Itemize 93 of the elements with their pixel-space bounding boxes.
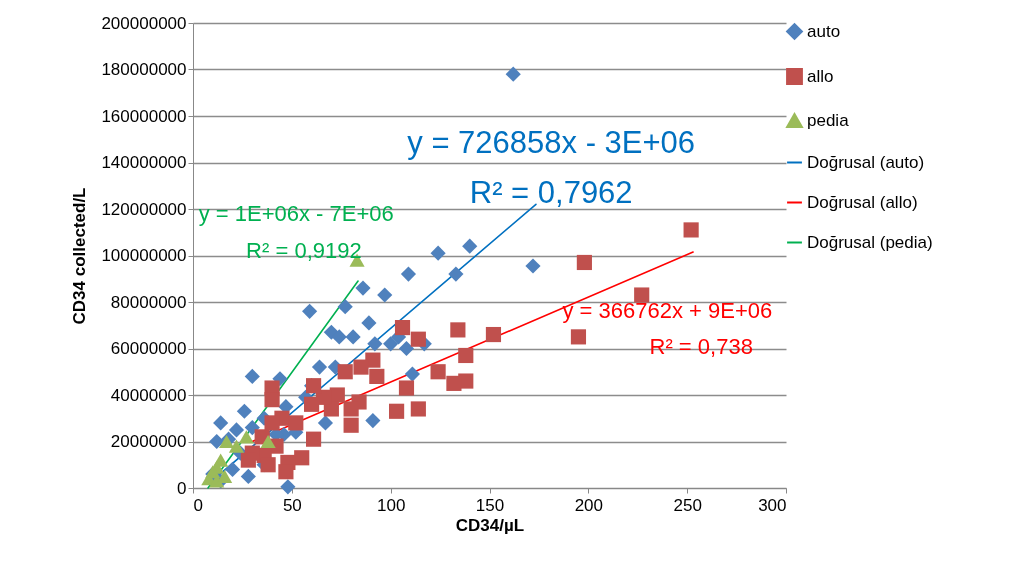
point (462, 238, 478, 254)
legend-label: allo (807, 66, 834, 86)
point (361, 315, 377, 331)
x-tick-label: 150 (475, 495, 505, 515)
point (355, 280, 371, 296)
legend-label: auto (807, 21, 841, 41)
point (365, 412, 381, 429)
point (634, 287, 650, 303)
y-tick-label: 20000000 (110, 432, 187, 451)
y-tick-label: 200000000 (101, 13, 187, 33)
point (209, 433, 225, 450)
annotation: R² = 0,7962 (469, 175, 633, 211)
point (244, 368, 260, 384)
point (430, 245, 446, 261)
point (450, 322, 466, 338)
point (398, 380, 415, 396)
legend-label: Doğrusal (allo) (807, 192, 918, 212)
point (238, 430, 254, 444)
point (525, 258, 541, 274)
y-axis-title: CD34 collected/L (70, 187, 90, 325)
legend-label: Doğrusal (pedia) (807, 232, 933, 252)
point (311, 359, 328, 375)
point (343, 401, 359, 417)
point (264, 392, 280, 408)
y-tick-label: 80000000 (110, 292, 187, 312)
point (228, 439, 245, 453)
legend-label: Doğrusal (auto) (807, 152, 925, 172)
legend-label: pedia (807, 110, 850, 130)
point (224, 461, 241, 477)
point (505, 66, 521, 82)
point (240, 468, 256, 484)
y-tick-label: 60000000 (110, 339, 187, 358)
y-tick-label: 180000000 (101, 60, 187, 79)
point (337, 364, 353, 380)
x-tick-label: 100 (376, 495, 406, 515)
point (353, 359, 369, 375)
point (240, 452, 256, 468)
point (400, 266, 417, 282)
point (389, 403, 405, 419)
point (280, 479, 296, 495)
annotation: R² = 0,738 (649, 334, 753, 360)
y-tick-label: 140000000 (101, 153, 187, 172)
point (485, 326, 502, 343)
point (217, 469, 233, 483)
point (430, 364, 446, 380)
point (369, 368, 385, 384)
point (367, 336, 383, 352)
point (244, 419, 260, 436)
point (446, 375, 462, 391)
point (304, 396, 320, 412)
point (236, 403, 252, 419)
x-tick-label: 0 (193, 495, 203, 515)
y-tick-label: 120000000 (101, 199, 187, 219)
point (288, 415, 304, 431)
point (458, 347, 474, 364)
point (576, 254, 592, 271)
x-tick-label: 50 (282, 495, 302, 515)
point (331, 329, 347, 345)
point (294, 450, 310, 466)
point (302, 303, 318, 319)
point (398, 340, 415, 357)
annotation: y = 726858x - 3E+06 (407, 124, 696, 160)
point (404, 366, 420, 382)
point (448, 266, 464, 282)
y-tick-label: 40000000 (110, 385, 187, 405)
point (394, 319, 411, 336)
point (317, 415, 334, 431)
annotation: R² = 0,9192 (246, 237, 362, 263)
annotation: y = 366762x + 9E+06 (562, 298, 773, 324)
x-tick-label: 250 (673, 495, 702, 515)
point (264, 415, 280, 431)
point (345, 329, 361, 345)
point (377, 287, 393, 303)
x-tick-label: 200 (574, 495, 604, 515)
x-tick-label: 300 (758, 495, 787, 515)
point (260, 457, 276, 473)
y-tick-label: 100000000 (101, 246, 187, 265)
y-tick-label: 0 (177, 478, 187, 498)
point (410, 401, 426, 417)
x-axis-title: CD34/µL (455, 515, 525, 535)
point (260, 434, 276, 449)
point (278, 464, 294, 480)
annotation: y = 1E+06x - 7E+06 (198, 200, 394, 226)
point (337, 299, 353, 315)
point (683, 222, 699, 238)
point (343, 417, 359, 433)
point (383, 336, 399, 352)
point (570, 329, 587, 345)
y-tick-label: 160000000 (101, 106, 187, 126)
point (410, 331, 426, 347)
point (213, 415, 229, 431)
point (228, 422, 245, 438)
point (305, 431, 322, 447)
